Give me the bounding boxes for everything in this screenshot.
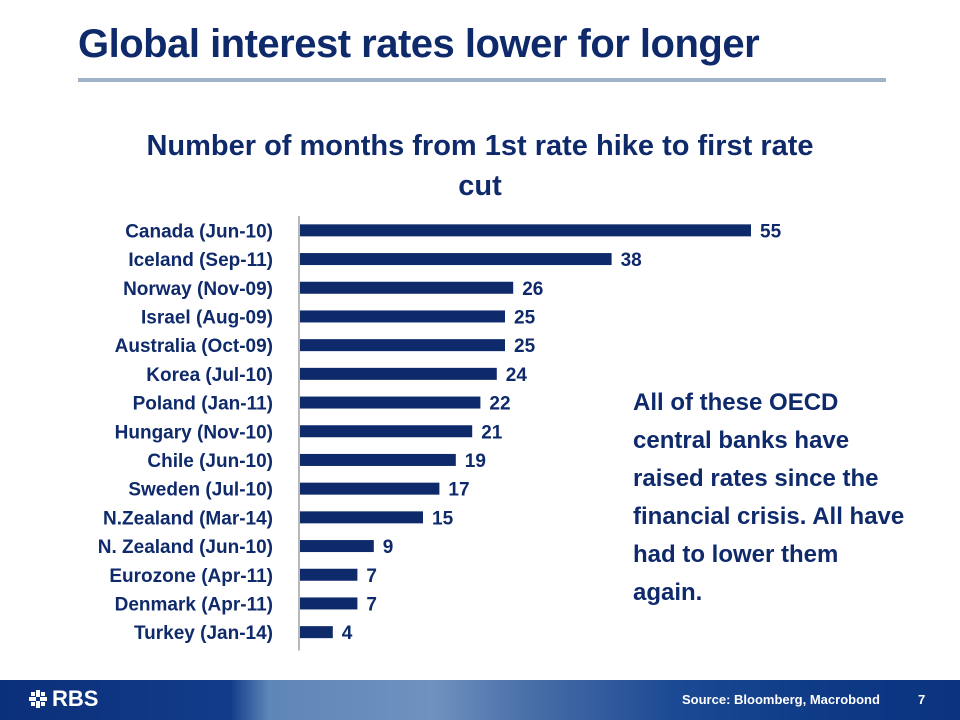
bar [300, 396, 481, 409]
data-label: 9 [383, 537, 394, 558]
bar [300, 482, 440, 495]
data-label: 19 [465, 451, 486, 472]
category-label: Canada (Jun-10) [125, 221, 273, 242]
data-label: 25 [514, 336, 536, 357]
category-label: Australia (Oct-09) [115, 336, 273, 357]
category-label: Chile (Jun-10) [147, 451, 273, 472]
data-label: 17 [448, 480, 469, 501]
category-label: Eurozone (Apr-11) [109, 566, 273, 587]
bar [300, 281, 514, 294]
rbs-daisy-icon [29, 690, 47, 708]
bar [300, 339, 505, 352]
bar [300, 224, 751, 237]
bar [300, 568, 358, 581]
data-label: 7 [366, 594, 377, 615]
data-label: 4 [342, 623, 353, 644]
data-label: 15 [432, 508, 454, 529]
data-label: 24 [506, 365, 528, 386]
category-label: N.Zealand (Mar-14) [103, 508, 273, 529]
category-label: Korea (Jul-10) [146, 365, 273, 386]
category-label: Norway (Nov-09) [123, 279, 273, 300]
category-label: Poland (Jan-11) [133, 394, 273, 415]
bar [300, 511, 423, 524]
footer-bar: RBS Source: Bloomberg, Macrobond 7 [0, 680, 960, 720]
data-label: 55 [760, 221, 782, 242]
rbs-logo: RBS [28, 686, 98, 712]
slide-title: Global interest rates lower for longer [78, 22, 760, 66]
data-label: 7 [366, 566, 377, 587]
data-label: 26 [522, 279, 543, 300]
logo-text: RBS [52, 686, 99, 711]
bar-chart: Canada (Jun-10) 55 Iceland (Sep-11) 38 Norwa… [98, 216, 782, 651]
category-label: Denmark (Apr-11) [115, 594, 273, 615]
category-label: Sweden (Jul-10) [128, 480, 273, 501]
category-label: Iceland (Sep-11) [128, 250, 273, 271]
category-label: Hungary (Nov-10) [115, 422, 273, 443]
data-label: 38 [621, 250, 642, 271]
bar [300, 310, 505, 323]
bar [300, 367, 497, 380]
chart-title: Number of months from 1st rate hike to f… [146, 130, 814, 202]
annotation-text: All of these OECD central banks have rai… [633, 389, 905, 606]
title-divider [78, 78, 886, 82]
bar [300, 540, 374, 553]
source-note: Source: Bloomberg, Macrobond [682, 692, 880, 707]
bar [300, 253, 612, 266]
bar [300, 597, 358, 610]
data-label: 21 [481, 422, 503, 443]
category-label: Turkey (Jan-14) [134, 623, 273, 644]
bar [300, 626, 333, 639]
bar [300, 425, 473, 438]
data-label: 22 [489, 394, 510, 415]
bar [300, 453, 456, 466]
page-number: 7 [918, 692, 926, 707]
data-label: 25 [514, 307, 536, 328]
category-label: Israel (Aug-09) [141, 307, 273, 328]
category-label: N. Zealand (Jun-10) [98, 537, 273, 558]
